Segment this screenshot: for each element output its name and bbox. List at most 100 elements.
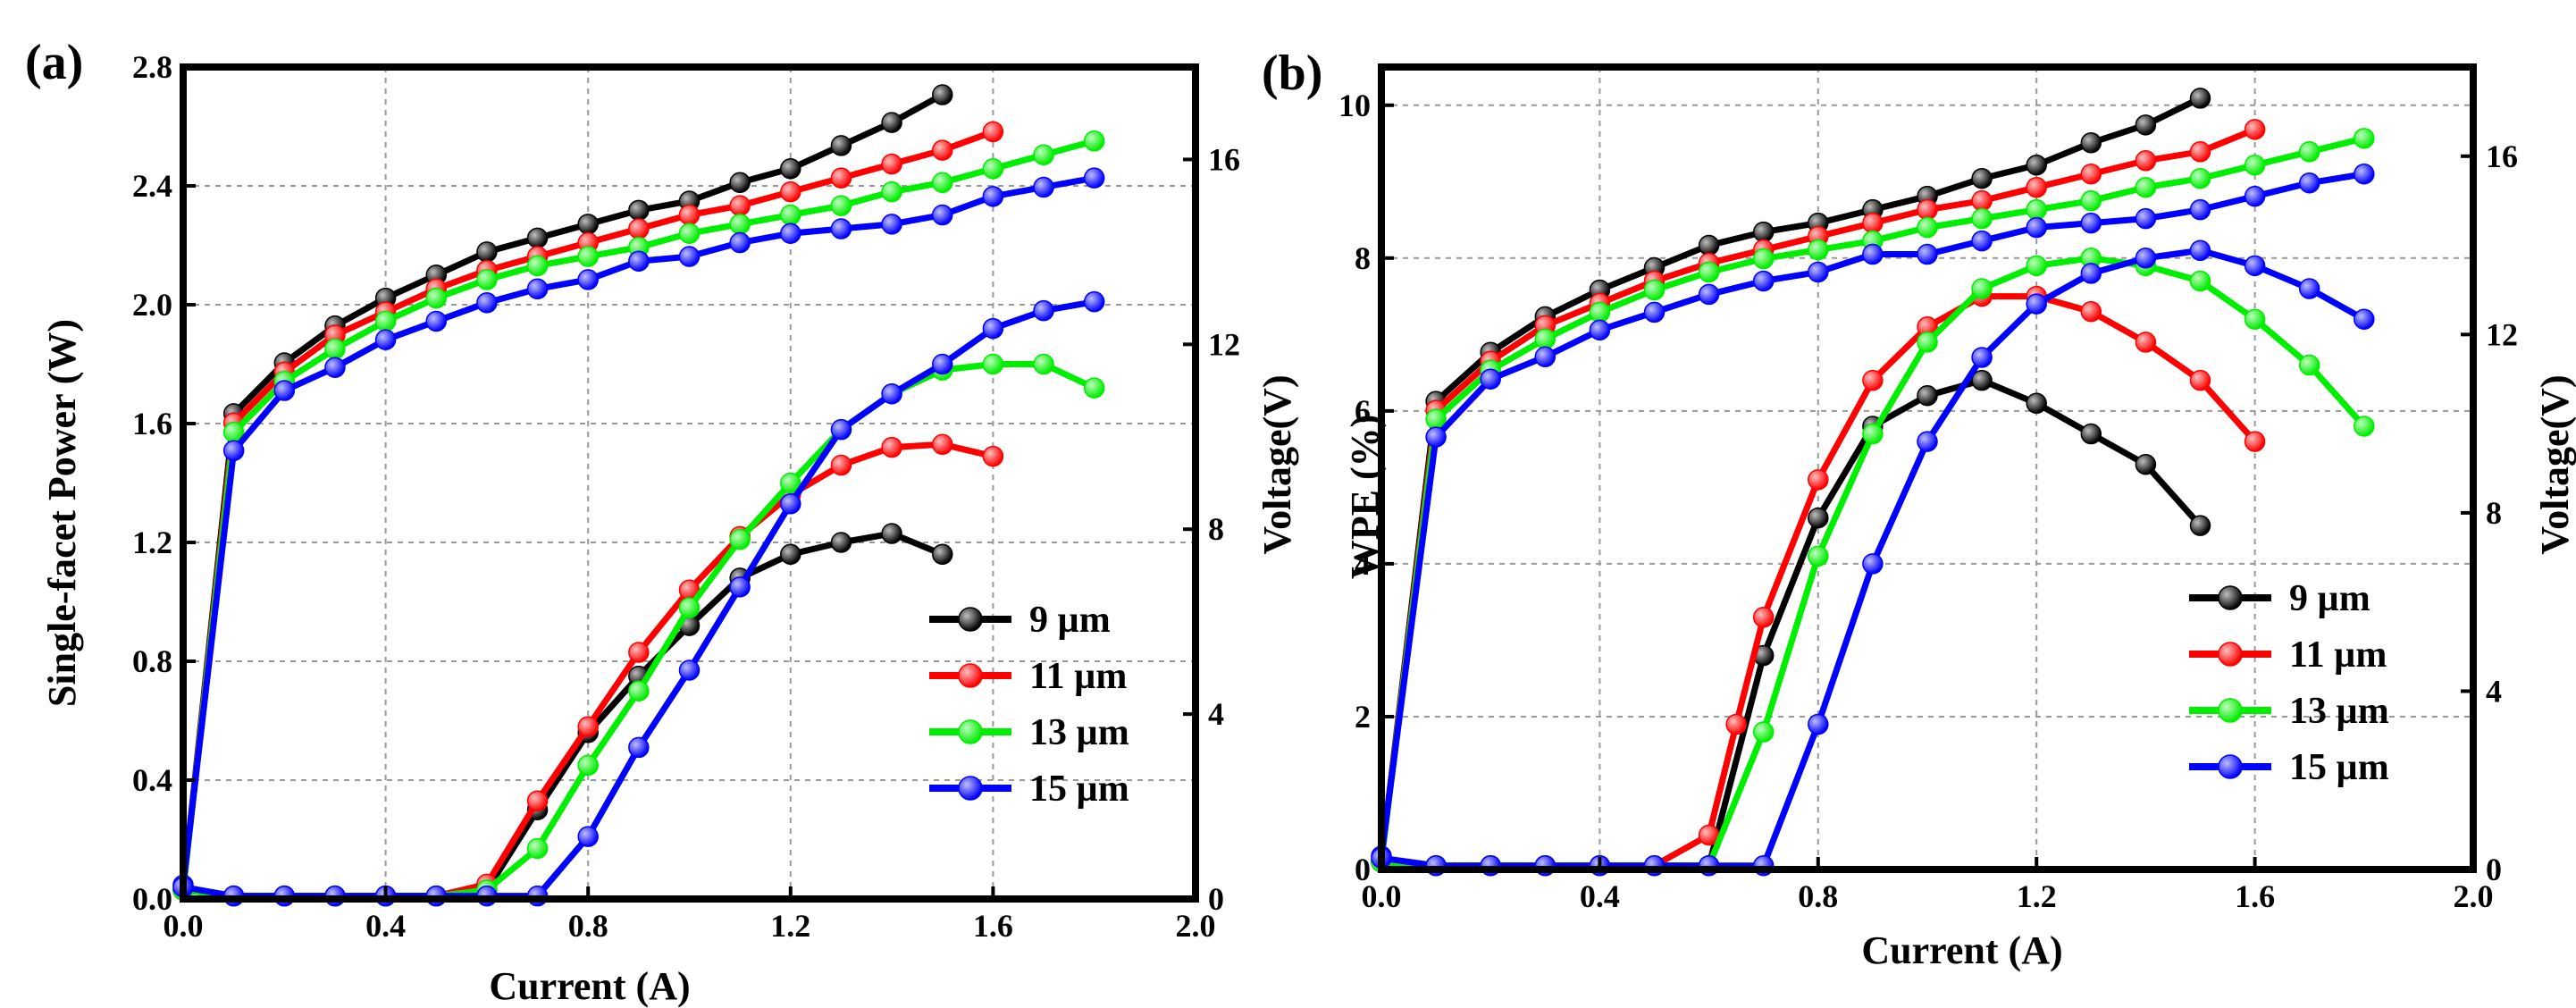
panel-b-15um-voltage-point-1 [1425,426,1447,448]
panel-b-legend-marker-11um [2218,642,2243,667]
panel-a-11um-main-point-9 [628,642,650,663]
panel-a-9um-main-point-13 [830,532,852,553]
panel-b-legend: 9 µm 11 µm 13 µm 15 µm [2189,578,2389,788]
panel-a-15um-voltage-point-8 [577,269,599,290]
panel-b-y-tick-label-0: 0 [1355,852,1371,887]
panel-a-y2-axis-label: Voltage(V) [1255,374,1299,554]
panel-b-13um-voltage-point-15 [2189,167,2211,189]
panel-a-11um-voltage-point-11 [729,195,751,216]
panel-a-9um-voltage-point-9 [628,199,650,222]
panel-b-y2-tick-label-0: 0 [2486,852,2502,887]
panel-b-11um-main-point-7 [1725,713,1747,735]
panel-b-9um-voltage-point-11 [1971,167,1993,189]
panel-a-9um-voltage-point-8 [577,214,599,235]
panel-a-15um-main-point-17 [1033,299,1054,322]
panel-b-15um-main-point-16 [2244,255,2266,277]
panel-b-series [1371,88,2375,877]
panel-b-y2-tick-label-1: 4 [2486,673,2502,709]
panel-a-x-tick-label-0: 0.0 [164,908,204,944]
panel-a-y2-tick-label-1: 4 [1208,696,1224,732]
panel-a-legend: 9 µm 11 µm 13 µm 15 µm [929,600,1129,810]
panel-b-y-tick-label-1: 2 [1355,699,1371,735]
panel-a-plot-frame [180,63,1199,903]
panel-a-x-axis-label: Current (A) [489,964,690,1008]
panel-a-y-tick-label-0: 0.0 [132,881,172,917]
panel-b-y-tick-label-2: 4 [1355,546,1371,582]
panel-b-9um-voltage-point-7 [1752,221,1775,243]
panel-b-x-tick-label-5: 2.0 [2454,878,2494,914]
panel-a-11um-voltage-point-12 [780,181,801,203]
panel-a-13um-main-point-9 [628,680,650,701]
panel-b-11um-voltage-point-16 [2244,119,2266,140]
panel-b-11um-voltage-point-14 [2135,150,2157,172]
panel-a-y2-tick-label-2: 8 [1208,511,1224,547]
panel-b-15um-main-point-10 [1917,431,1938,452]
panel-a-11um-voltage-point-15 [932,139,953,161]
panel-a-15um-voltage-point-3 [324,357,346,378]
panel-b-11um-main-point-10 [1862,369,1884,391]
panel-a-15um-main-point-15 [932,353,953,375]
panel-b-y-axis-label: WPE (%) [1343,415,1387,580]
panel-b-11um-main-point-17 [2244,431,2266,452]
panel-a-13um-main-point-18 [1083,377,1105,399]
panel-a-y-tick-label-6: 2.4 [132,168,172,204]
panel-a-9um-voltage-point-14 [881,112,902,133]
panel-b-15um-voltage-point-13 [2080,212,2102,234]
panel-a-legend-marker-15um [958,776,983,801]
panel-b-11um-voltage-point-15 [2189,141,2211,163]
panel-a-13um-voltage-point-18 [1083,130,1105,152]
panel-a-13um-voltage-point-6 [476,269,498,290]
panel-a-11um-voltage-point-16 [982,121,1004,143]
panel-b-15um-main-point-8 [1808,713,1829,735]
panel-a-13um-voltage-point-11 [729,214,751,235]
panel-a-x-tick-label-2: 0.8 [568,908,608,944]
panel-b-13um-voltage-point-13 [2080,189,2102,212]
panel-b-15um-voltage-point-6 [1698,283,1720,306]
panel-b-y-tick-label-3: 6 [1355,393,1371,429]
panel-a-15um-main-point-11 [729,576,751,598]
panel-b-15um-voltage-point-7 [1752,270,1775,292]
panel-a-13um-main-point-17 [1033,353,1054,375]
panel-b-x-tick-label-4: 1.6 [2235,878,2275,914]
panel-b-15um-voltage-point-16 [2244,185,2266,207]
panel-a-y-tick-label-4: 1.6 [132,406,172,441]
panel-b-15um-main-point-12 [2026,293,2047,315]
panel-a-13um-voltage-point-3 [324,338,346,360]
panel-a-9um-voltage-point-15 [932,84,953,105]
panel-b-11um-main-point-16 [2189,369,2211,391]
panel-a-ticks: 0.0 0.4 0.8 1.2 1.6 2.0 0.0 0.4 0.8 1.2 1.6 2.0 2.4 2… [132,49,1240,944]
panel-b-13um-voltage-point-18 [2354,128,2375,149]
panel-a-13um-voltage-point-15 [932,172,953,194]
panel-a-11um-voltage-point-9 [628,218,650,239]
panel-a-13um-voltage-point-17 [1033,144,1054,166]
panel-b-11um-voltage-point-12 [2026,176,2047,198]
panel-b-15um-voltage-point-2 [1480,368,1501,390]
panel-a-y2-tick-label-3: 12 [1208,326,1240,362]
panel-a-15um-voltage-point-7 [526,278,549,300]
panel-b-13um-voltage-point-11 [1971,207,1993,230]
panel-b-legend-label-9um: 9 µm [2289,578,2370,619]
panel-a-y-tick-label-5: 2.0 [132,287,172,323]
panel-b-x-tick-label-2: 0.8 [1798,878,1838,914]
panel-b-15um-voltage-point-5 [1643,301,1666,323]
panel-a-15um-voltage-point-17 [1033,176,1054,198]
panel-a-11um-main-point-8 [577,716,599,737]
panel-a-legend-marker-11um [958,663,983,688]
panel-b-9um-main-point-14 [2135,453,2157,475]
panel-a-11um-main-point-15 [932,433,953,456]
panel-a-13um-voltage-point-8 [577,246,599,267]
panel-a-11um-voltage-point-13 [830,167,852,189]
panel-a-15um-main-point-10 [678,659,701,681]
panel-b-11um-voltage-point-9 [1862,212,1884,234]
panel-b-9um-main-point-13 [2080,423,2102,445]
panel-b-15um-main-point-14 [2135,248,2157,269]
panel-a-x-tick-label-1: 0.4 [365,908,406,944]
panel-a-11um-main-point-13 [830,454,852,476]
panel-b-13um-main-point-12 [2026,255,2047,277]
panel-a-15um-voltage-line [180,174,1095,886]
panel-a-y-tick-label-7: 2.8 [132,49,172,85]
panel-a-13um-main-point-8 [577,754,599,777]
panel-a-15um-voltage-point-18 [1083,167,1105,189]
